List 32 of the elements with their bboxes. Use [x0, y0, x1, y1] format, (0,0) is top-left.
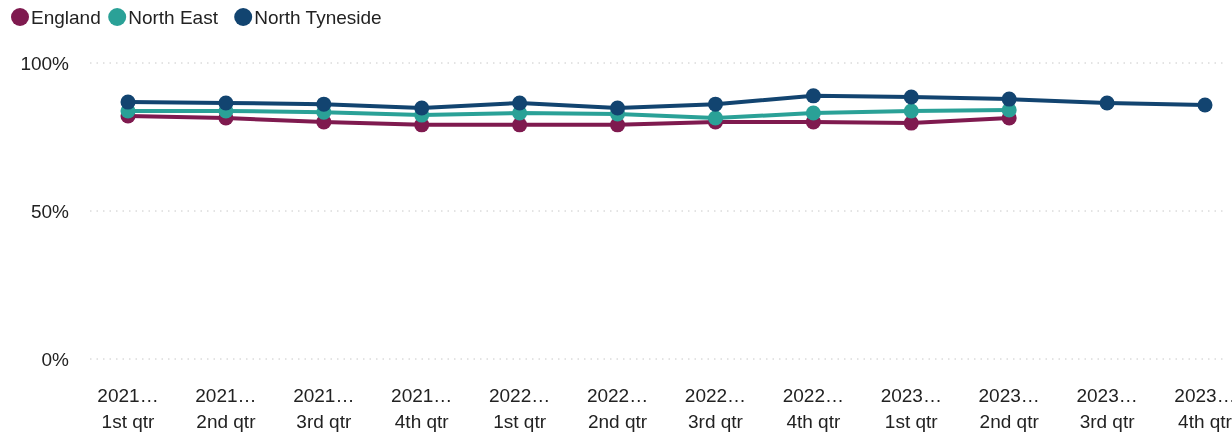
- y-tick-label: 50%: [30, 201, 70, 222]
- point: [903, 89, 919, 105]
- legend-label: England: [31, 7, 101, 28]
- point: [512, 95, 528, 111]
- point: [1099, 95, 1115, 111]
- point: [707, 96, 723, 112]
- point: [1197, 97, 1213, 113]
- point: [610, 100, 626, 116]
- x-tick-label: 2023… 1st qtr: [880, 385, 942, 432]
- point: [1001, 91, 1017, 107]
- x-tick-label: 2021… 3rd qtr: [293, 385, 355, 432]
- x-tick-label: 2022… 3rd qtr: [684, 385, 747, 432]
- point: [414, 100, 430, 116]
- x-tick-label: 2021… 2nd qtr: [195, 385, 257, 432]
- legend-label: North East: [128, 7, 219, 28]
- x-tick-label: 2021… 4th qtr: [391, 385, 453, 432]
- x-tick-label: 2021… 1st qtr: [97, 385, 159, 432]
- y-tick-label: 0%: [41, 349, 70, 370]
- x-tick-label: 2022… 4th qtr: [782, 385, 844, 432]
- point: [707, 110, 723, 126]
- x-tick-label: 2022… 1st qtr: [489, 385, 551, 432]
- x-tick-label: 2022… 2nd qtr: [586, 385, 649, 432]
- x-tick-label: 2023… 2nd qtr: [978, 385, 1040, 432]
- x-tick-label: 2023… 3rd qtr: [1076, 385, 1138, 432]
- y-tick-label: 100%: [20, 53, 70, 74]
- point: [120, 94, 136, 110]
- legend-label: North Tyneside: [254, 7, 382, 28]
- point: [218, 95, 234, 111]
- point: [903, 103, 919, 119]
- point: [805, 88, 821, 104]
- point: [316, 96, 332, 112]
- point: [805, 105, 821, 121]
